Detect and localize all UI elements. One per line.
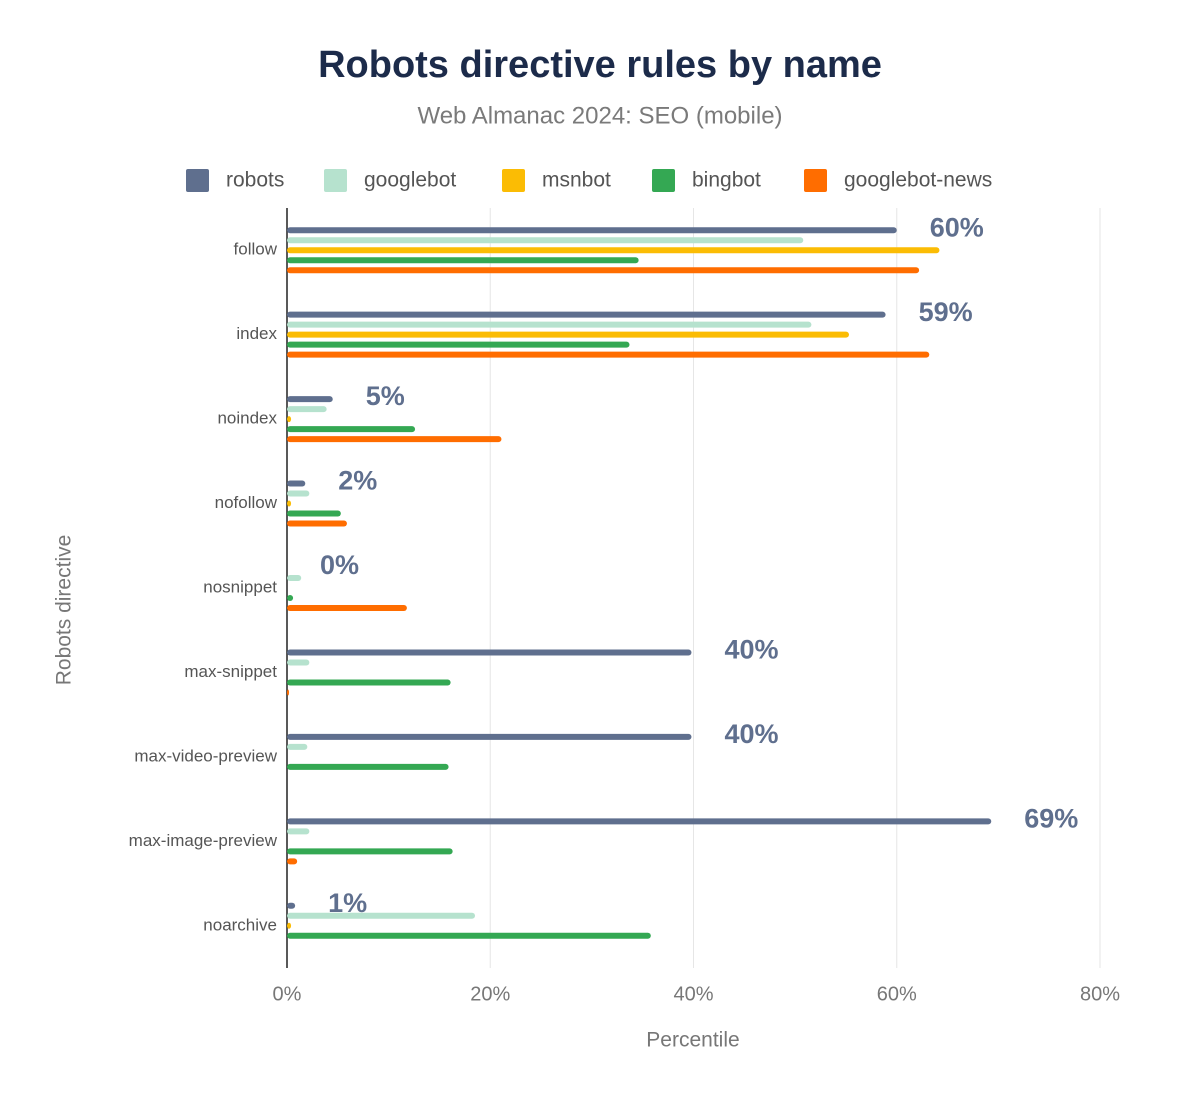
- y-tick-label: max-snippet: [184, 662, 277, 681]
- bar: [287, 818, 992, 825]
- data-label: 60%: [930, 212, 984, 242]
- bar: [287, 341, 630, 348]
- x-tick-label: 60%: [877, 983, 917, 1005]
- bar: [287, 595, 294, 601]
- legend-label: msnbot: [542, 169, 611, 192]
- chart-title: Robots directive rules by name: [318, 44, 882, 86]
- bar: [287, 267, 920, 274]
- bar: [287, 321, 812, 328]
- data-label: 59%: [919, 297, 973, 327]
- bar: [287, 406, 327, 413]
- bar: [287, 659, 310, 666]
- legend-swatch: [804, 169, 827, 192]
- legend-label: googlebot-news: [844, 169, 992, 192]
- bar: [287, 922, 292, 929]
- legend-label: googlebot: [364, 169, 456, 192]
- y-tick-label: index: [236, 324, 277, 343]
- data-label: 0%: [320, 550, 359, 580]
- y-tick-label: follow: [234, 240, 278, 259]
- bar: [287, 689, 290, 696]
- bar: [287, 480, 306, 487]
- data-label: 69%: [1024, 803, 1078, 833]
- bar: [287, 426, 416, 433]
- x-tick-label: 80%: [1080, 983, 1120, 1005]
- y-axis-title: Robots directive: [53, 535, 76, 686]
- bar: [287, 575, 302, 581]
- data-label: 40%: [724, 719, 778, 749]
- bar: [287, 436, 502, 443]
- legend-label: bingbot: [692, 169, 761, 192]
- bar: [287, 490, 310, 497]
- bar: [287, 416, 292, 423]
- x-axis-title: Percentile: [646, 1029, 739, 1052]
- bar: [287, 257, 639, 264]
- data-label: 40%: [724, 635, 778, 665]
- data-label: 2%: [338, 466, 377, 496]
- x-tick-label: 0%: [273, 983, 302, 1005]
- legend-swatch: [186, 169, 209, 192]
- data-label: 5%: [366, 381, 405, 411]
- x-tick-label: 20%: [470, 983, 510, 1005]
- chart-subtitle: Web Almanac 2024: SEO (mobile): [417, 102, 782, 129]
- y-tick-label: nofollow: [215, 493, 278, 512]
- y-tick-label: noarchive: [203, 915, 277, 934]
- bar: [287, 848, 453, 855]
- bar: [287, 932, 651, 939]
- legend-swatch: [502, 169, 525, 192]
- y-tick-label: noindex: [217, 409, 277, 428]
- bar: [287, 858, 298, 865]
- bar: [287, 763, 449, 770]
- bar: [287, 311, 886, 318]
- bar: [287, 510, 341, 517]
- bar: [287, 351, 930, 358]
- legend-label: robots: [226, 169, 284, 192]
- bar: [287, 912, 476, 919]
- bar: [287, 500, 292, 507]
- bar: [287, 605, 407, 611]
- bar: [287, 396, 333, 403]
- y-tick-label: max-image-preview: [129, 831, 278, 850]
- bar: [287, 679, 451, 686]
- bar: [287, 227, 897, 234]
- bar: [287, 902, 296, 909]
- bar: [287, 828, 310, 835]
- y-tick-label: nosnippet: [203, 577, 277, 596]
- bar: [287, 331, 849, 338]
- bar: [287, 649, 692, 656]
- bar: [287, 520, 347, 527]
- bar: [287, 733, 692, 740]
- legend-swatch: [652, 169, 675, 192]
- x-tick-label: 40%: [673, 983, 713, 1005]
- legend-swatch: [324, 169, 347, 192]
- bar: [287, 247, 940, 254]
- bar: [287, 743, 308, 750]
- y-tick-label: max-video-preview: [134, 746, 277, 765]
- bar: [287, 237, 804, 244]
